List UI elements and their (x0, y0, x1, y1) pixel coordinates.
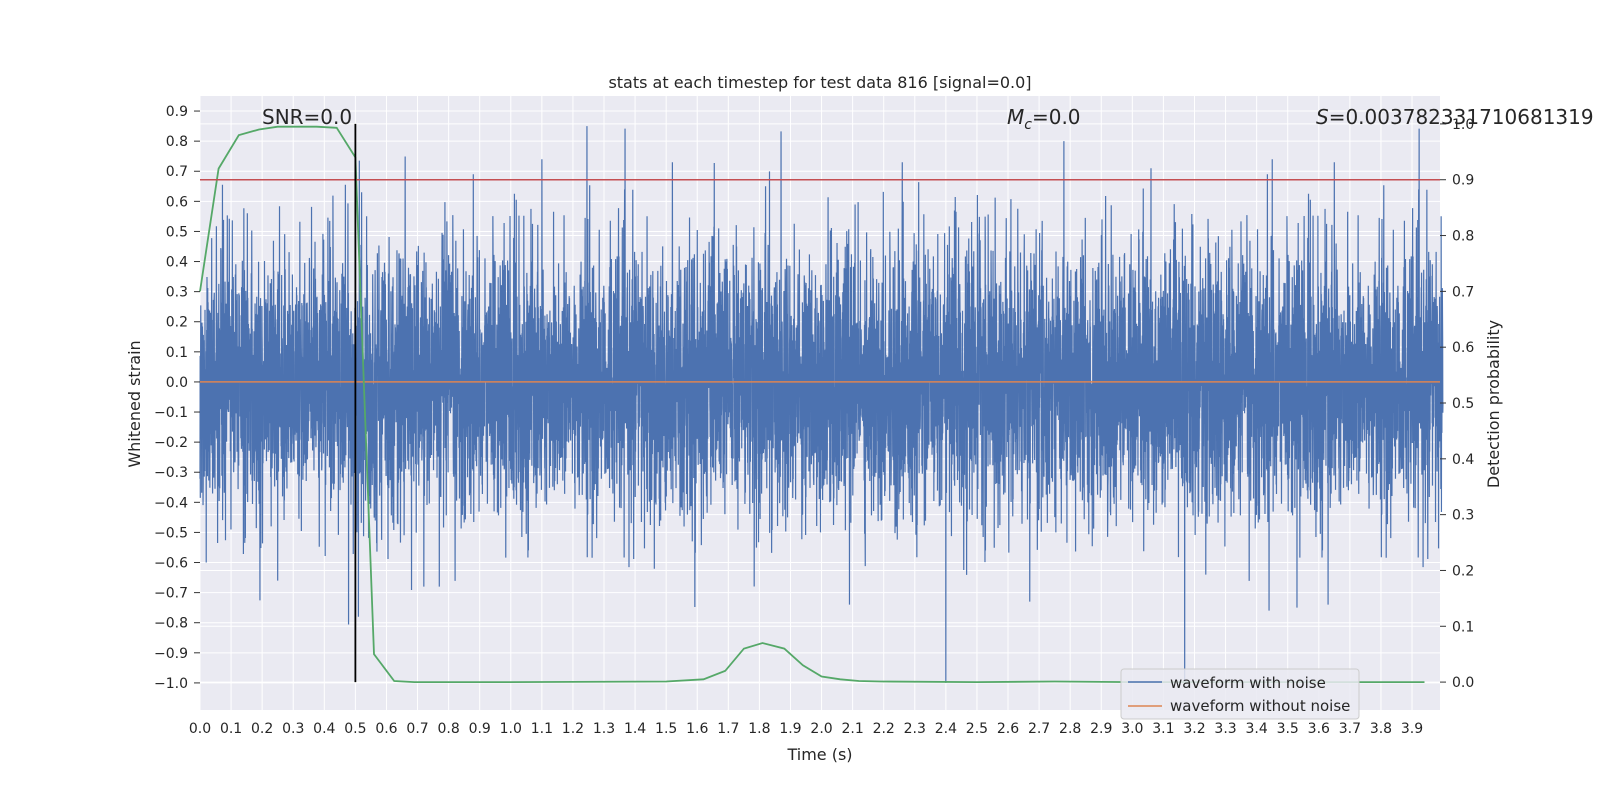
x-tick-label: 1.8 (748, 721, 770, 737)
y-tick-label: 0.5 (166, 224, 188, 240)
x-tick-label: 2.3 (904, 721, 926, 737)
x-tick-label: 3.2 (1183, 721, 1205, 737)
x-tick-label: 3.8 (1370, 721, 1392, 737)
y-tick-label: 0.8 (166, 134, 188, 150)
x-tick-label: 3.9 (1401, 721, 1423, 737)
x-tick-label: 1.3 (593, 721, 615, 737)
probability-series (199, 125, 1425, 683)
y-axis-label: Whitened strain (125, 340, 144, 467)
x-tick-label: 2.4 (935, 721, 957, 737)
x-tick-label: 0.6 (375, 721, 397, 737)
y-tick-label: −0.8 (154, 616, 188, 632)
y-tick-labels: 0.9 0.8 0.7 0.6 0.5 0.4 0.3 0.2 0.1 0.0 −0.1 −0.2 −0… (154, 104, 200, 692)
probability-line (199, 125, 1425, 683)
y2-tick-label: 0.6 (1452, 340, 1474, 356)
y-tick-label: −0.1 (154, 405, 188, 421)
x-tick-label: 2.0 (810, 721, 832, 737)
y-tick-label: −0.6 (154, 556, 188, 572)
y2-tick-labels: 1.0 0.9 0.8 0.7 0.6 0.5 0.4 0.3 0.2 0.1 0.0 (1440, 117, 1474, 691)
legend-label-clean: waveform without noise (1170, 697, 1350, 715)
y2-tick-label: 0.9 (1452, 173, 1474, 189)
y2-tick-label: 0.0 (1452, 675, 1474, 691)
y-tick-label: 0.0 (166, 375, 188, 391)
x-tick-label: 3.7 (1339, 721, 1361, 737)
y-tick-label: 0.1 (166, 345, 188, 361)
y-tick-label: 0.4 (166, 255, 188, 271)
legend-label-noise: waveform with noise (1170, 674, 1326, 692)
x-tick-label: 2.2 (873, 721, 895, 737)
chart-title: stats at each timestep for test data 816… (608, 73, 1031, 92)
x-tick-label: 1.5 (655, 721, 677, 737)
y-tick-label: 0.3 (166, 285, 188, 301)
x-tick-label: 2.7 (1028, 721, 1050, 737)
x-tick-label: 0.8 (437, 721, 459, 737)
mc-symbol: M (1007, 105, 1024, 129)
x-tick-label: 1.0 (500, 721, 522, 737)
x-tick-label: 1.2 (562, 721, 584, 737)
x-tick-label: 0.1 (220, 721, 242, 737)
x-tick-label: 0.7 (406, 721, 428, 737)
snr-annotation: SNR=0.0 (262, 105, 352, 129)
y-tick-label: 0.7 (166, 164, 188, 180)
y-tick-label: 0.9 (166, 104, 188, 120)
y2-tick-label: 0.2 (1452, 563, 1474, 579)
y-tick-label: −0.5 (154, 525, 188, 541)
y2-tick-label: 0.1 (1452, 619, 1474, 635)
y2-axis-label: Detection probability (1484, 320, 1503, 488)
x-tick-label: 3.1 (1152, 721, 1174, 737)
x-tick-label: 3.4 (1246, 721, 1268, 737)
y2-tick-label: 0.5 (1452, 396, 1474, 412)
y-tick-label: −0.3 (154, 465, 188, 481)
x-tick-labels: 0.0 0.1 0.2 0.3 0.4 0.5 0.6 0.7 0.8 0.9 1.0 1.1 1.2 1… (189, 721, 1423, 737)
x-tick-label: 2.5 (966, 721, 988, 737)
x-tick-label: 0.2 (251, 721, 273, 737)
x-tick-label: 1.7 (717, 721, 739, 737)
s-annotation: S=0.003782331710681319 (1316, 105, 1594, 129)
legend-box (1120, 668, 1360, 720)
mc-subscript: c (1024, 117, 1032, 133)
reference-lines (200, 123, 1440, 683)
x-tick-label: 2.9 (1090, 721, 1112, 737)
y-tick-label: −0.9 (154, 646, 188, 662)
noise-waveform-series (199, 126, 1444, 683)
noise-waveform-line (199, 126, 1444, 683)
y2-tick-label: 0.4 (1452, 452, 1474, 468)
s-value: =0.003782331710681319 (1329, 105, 1594, 129)
x-tick-label: 2.8 (1059, 721, 1081, 737)
x-tick-label: 0.3 (282, 721, 304, 737)
y-tick-label: 0.6 (166, 194, 188, 210)
x-tick-label: 0.9 (469, 721, 491, 737)
y-tick-label: −0.7 (154, 586, 188, 602)
x-tick-label: 2.6 (997, 721, 1019, 737)
x-tick-label: 0.5 (344, 721, 366, 737)
mc-annotation: Mc=0.0 (1007, 105, 1081, 133)
x-tick-label: 1.6 (686, 721, 708, 737)
y-tick-label: −0.4 (154, 495, 188, 511)
x-tick-label: 1.4 (624, 721, 646, 737)
x-tick-label: 0.4 (313, 721, 335, 737)
y2-tick-label: 1.0 (1452, 117, 1474, 133)
mc-value: =0.0 (1032, 105, 1081, 129)
x-tick-label: 3.3 (1214, 721, 1236, 737)
x-tick-label: 1.1 (531, 721, 553, 737)
x-tick-label: 3.0 (1121, 721, 1143, 737)
x-tick-label: 3.6 (1308, 721, 1330, 737)
y-tick-label: −1.0 (154, 676, 188, 692)
legend: waveform with noise waveform without noi… (1120, 668, 1360, 720)
y2-tick-label: 0.7 (1452, 284, 1474, 300)
x-tick-label: 3.5 (1277, 721, 1299, 737)
y-tick-label: 0.2 (166, 315, 188, 331)
y2-tick-label: 0.3 (1452, 508, 1474, 524)
x-tick-label: 0.0 (189, 721, 211, 737)
y2-tick-label: 0.8 (1452, 229, 1474, 245)
s-symbol: S (1316, 105, 1329, 129)
x-tick-label: 1.9 (779, 721, 801, 737)
x-axis-label: Time (s) (786, 745, 852, 764)
y-tick-label: −0.2 (154, 435, 188, 451)
x-tick-label: 2.1 (841, 721, 863, 737)
